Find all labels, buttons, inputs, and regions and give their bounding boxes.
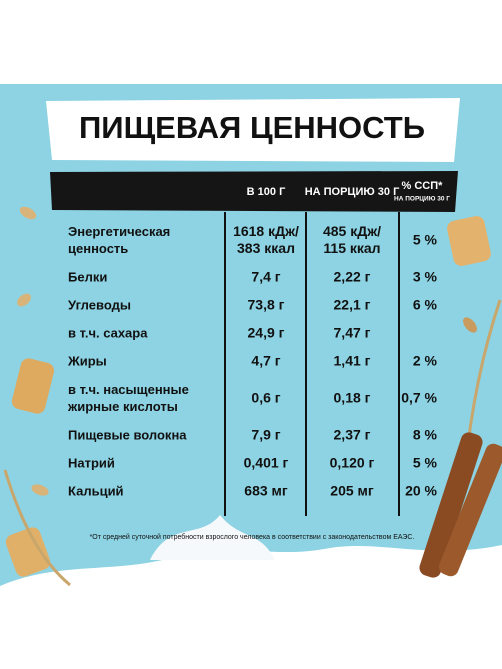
cereal-pillow: [447, 216, 491, 266]
title: ПИЩЕВАЯ ЦЕННОСТЬ: [79, 110, 425, 145]
grain: [17, 293, 31, 307]
cell-label: ценность: [68, 241, 128, 256]
footnote: *От средней суточной потребности взросло…: [90, 533, 415, 541]
cell-portion: 205 мг: [330, 483, 374, 499]
column-header: В 100 Г: [247, 186, 286, 198]
title-banner: [46, 98, 460, 162]
cell-label: Натрий: [68, 455, 115, 470]
cell-dv: 2 %: [413, 353, 438, 369]
blue-panel: [0, 84, 502, 586]
cell-portion: 7,47 г: [334, 325, 371, 341]
cell-dv: 8 %: [413, 427, 438, 443]
cell-per100: 1618 кДж/: [233, 223, 299, 239]
cell-label: Белки: [68, 269, 107, 284]
grain: [19, 206, 37, 220]
cell-label: жирные кислоты: [67, 399, 178, 414]
wheat-stem: [3, 469, 71, 587]
grain: [463, 317, 477, 333]
cell-per100: 683 мг: [244, 483, 288, 499]
cell-dv: 3 %: [413, 269, 438, 285]
cinnamon: [419, 432, 483, 578]
milk-splash: [0, 545, 502, 600]
cell-per100: 383 ккал: [237, 240, 295, 256]
cell-portion: 0,18 г: [334, 390, 371, 406]
cell-portion: 0,120 г: [330, 455, 375, 471]
column-note: НА ПОРЦИЮ 30 Г: [394, 196, 450, 203]
cell-per100: 0,401 г: [244, 455, 289, 471]
cell-portion: 115 ккал: [323, 240, 380, 256]
cell-per100: 73,8 г: [248, 297, 285, 313]
cell-portion: 2,37 г: [334, 427, 371, 443]
table-header: [50, 171, 458, 212]
cell-label: Кальций: [68, 483, 124, 498]
cereal-pillow: [11, 358, 55, 414]
cereal-pillow: [5, 527, 51, 577]
cell-label: Жиры: [67, 353, 107, 368]
table-body: Энергетическая ценность 1618 кДж/383 ккал 4…: [67, 223, 438, 499]
cell-label: в т.ч. сахара: [68, 325, 148, 340]
cell-portion: 22,1 г: [334, 297, 371, 313]
cell-dv: 0,7 %: [401, 390, 437, 406]
milk-splash: [150, 515, 275, 560]
cell-per100: 7,9 г: [251, 427, 280, 443]
cell-per100: 24,9 г: [248, 325, 285, 341]
column-header: % ССП*: [402, 180, 444, 192]
cell-portion: 2,22 г: [334, 269, 371, 285]
cell-label: Пищевые волокна: [68, 427, 187, 442]
cell-portion: 1,41 г: [334, 353, 371, 369]
cell-label: Углеводы: [68, 297, 131, 312]
cinnamon: [438, 443, 502, 577]
cell-per100: 4,7 г: [251, 353, 280, 369]
cell-per100: 0,6 г: [251, 390, 280, 406]
cell-dv: 5 %: [413, 232, 438, 248]
cell-label: Энергетическая: [68, 224, 170, 239]
cell-dv: 20 %: [405, 483, 437, 499]
cell-label: в т.ч. насыщенные: [68, 382, 189, 397]
cell-dv: 5 %: [413, 455, 438, 471]
column-header: НА ПОРЦИЮ 30 Г: [305, 186, 400, 198]
cell-dv: 6 %: [413, 297, 438, 313]
grain: [31, 484, 49, 496]
cell-per100: 7,4 г: [251, 269, 280, 285]
cell-portion: 485 кДж/: [323, 223, 381, 239]
